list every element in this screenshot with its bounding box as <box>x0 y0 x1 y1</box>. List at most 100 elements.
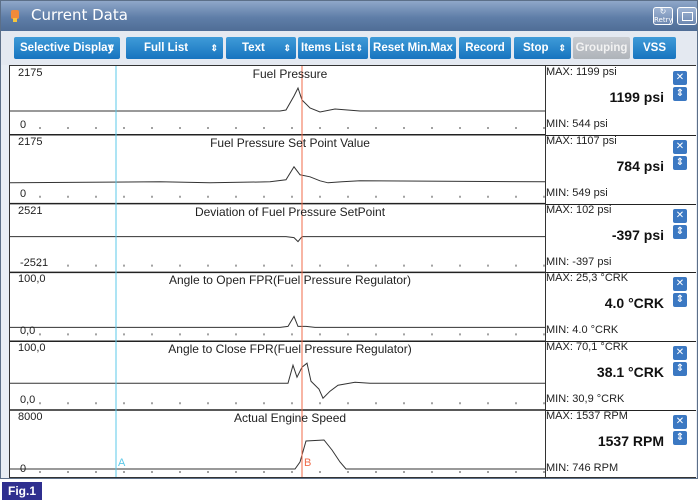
scroll-icon: ⇕ <box>675 363 685 375</box>
items-list-dropdown[interactable]: Items List ⇕ <box>298 37 368 59</box>
close-icon: ✕ <box>675 416 685 427</box>
channel-scale-min: 0 <box>20 119 27 131</box>
channel-current-value: 4.0 °CRK <box>604 295 664 312</box>
channel-scale-max: 2175 <box>18 67 43 79</box>
toolbar: Selective Display ⇕ Full List ⇕ Text ⇕ I… <box>1 31 697 65</box>
scale-adjust-button[interactable]: ⇕ <box>673 87 687 101</box>
items-list-label: Items List <box>301 42 355 54</box>
channel-trace <box>10 165 545 184</box>
retry-button[interactable]: ↻ Retry <box>653 7 673 25</box>
close-icon: ✕ <box>675 278 685 290</box>
channel-trace <box>10 315 545 328</box>
retry-label: Retry <box>654 16 673 24</box>
value-panel: MAX: 1199 psi 1199 psi MIN: 544 psi ✕ ⇕ MAX: … <box>546 65 696 478</box>
panel-separator <box>546 341 696 343</box>
stop-label: Stop <box>523 42 549 54</box>
close-icon: ✕ <box>675 140 685 152</box>
scroll-icon: ⇕ <box>675 432 685 443</box>
scale-adjust-button[interactable]: ⇕ <box>673 362 687 377</box>
channel-min-value: MIN: 4.0 °CRK <box>546 324 619 337</box>
panel-separator <box>546 272 696 274</box>
scale-adjust-button[interactable]: ⇕ <box>673 431 687 445</box>
window-title: Current Data <box>31 6 128 24</box>
dropdown-arrow-icon: ⇕ <box>210 43 218 53</box>
dropdown-arrow-icon: ⇕ <box>355 43 363 53</box>
channel-trace <box>10 439 545 470</box>
channel-scale-min: 0,0 <box>20 325 36 338</box>
reset-min-max-button[interactable]: Reset Min.Max <box>370 37 456 59</box>
channel-current-value: 1537 RPM <box>597 433 664 449</box>
close-icon: ✕ <box>675 347 685 359</box>
cursor-a-label[interactable]: A <box>118 457 126 469</box>
channel-scale-min: -2521 <box>20 256 49 269</box>
close-channel-button[interactable]: ✕ <box>673 208 687 223</box>
text-dropdown[interactable]: Text ⇕ <box>226 37 296 59</box>
dropdown-arrow-icon: ⇕ <box>283 43 291 53</box>
channel-scale-max: 8000 <box>18 411 43 423</box>
record-button[interactable]: Record <box>459 37 511 59</box>
dropdown-arrow-icon: ⇕ <box>558 43 566 53</box>
full-list-dropdown[interactable]: Full List ⇕ <box>126 37 223 59</box>
selective-display-dropdown[interactable]: Selective Display ⇕ <box>14 37 120 59</box>
grouping-label: Grouping <box>575 42 628 54</box>
close-channel-button[interactable]: ✕ <box>673 415 687 429</box>
figure-label: Fig.1 <box>2 482 42 500</box>
channel-title: Actual Engine Speed <box>233 411 347 425</box>
channel-scale-max: 2521 <box>18 204 43 217</box>
scroll-icon: ⇕ <box>675 156 685 168</box>
panel-separator <box>546 134 696 136</box>
maximize-button[interactable] <box>677 7 697 25</box>
channel-max-value: MAX: 1537 RPM <box>546 410 628 422</box>
scale-adjust-button[interactable]: ⇕ <box>673 155 687 170</box>
close-channel-button[interactable]: ✕ <box>673 277 687 292</box>
selective-display-label: Selective Display <box>20 42 114 54</box>
channel-trace <box>10 362 545 400</box>
channel-max-value: MAX: 102 psi <box>546 203 612 216</box>
grouping-button[interactable]: Grouping <box>573 37 630 59</box>
channel-min-value: MIN: 549 psi <box>546 186 608 199</box>
graph-canvas[interactable] <box>10 66 545 477</box>
dropdown-arrow-icon: ⇕ <box>107 43 115 53</box>
close-channel-button[interactable]: ✕ <box>673 71 687 85</box>
channel-min-value: MIN: -397 psi <box>546 255 612 268</box>
channel-min-value: MIN: 746 RPM <box>546 462 619 474</box>
record-label: Record <box>465 42 505 54</box>
channel-min-value: MIN: 30,9 °CRK <box>546 393 625 406</box>
channel-title: Deviation of Fuel Pressure SetPoint <box>194 204 386 219</box>
close-channel-button[interactable]: ✕ <box>673 346 687 361</box>
full-list-label: Full List <box>144 42 189 54</box>
stop-dropdown[interactable]: Stop ⇕ <box>514 37 571 59</box>
scroll-icon: ⇕ <box>675 294 685 306</box>
channel-current-value: -397 psi <box>611 226 664 243</box>
current-data-window: Current Data ↻ Retry Selective Display ⇕… <box>0 0 698 479</box>
cursor-b-label[interactable]: B <box>304 457 312 469</box>
vss-button[interactable]: VSS <box>633 37 676 59</box>
scale-adjust-button[interactable]: ⇕ <box>673 224 687 239</box>
scale-adjust-button[interactable]: ⇕ <box>673 293 687 308</box>
panel-separator <box>546 203 696 205</box>
app-icon <box>11 10 19 22</box>
channel-current-value: 1199 psi <box>609 89 665 105</box>
channel-title: Fuel Pressure Set Point Value <box>210 135 370 150</box>
channel-max-value: MAX: 1199 psi <box>546 66 617 78</box>
channel-trace <box>10 236 545 243</box>
channel-title: Angle to Close FPR(Fuel Pressure Regulat… <box>168 342 412 357</box>
title-bar: Current Data ↻ Retry <box>1 1 697 31</box>
channel-title: Angle to Open FPR(Fuel Pressure Regulato… <box>168 273 412 288</box>
vss-label: VSS <box>642 42 666 54</box>
close-channel-button[interactable]: ✕ <box>673 139 687 154</box>
close-icon: ✕ <box>675 72 685 83</box>
channel-trace <box>10 86 545 113</box>
graph-area[interactable]: 2175 0 Fuel Pressure 2175 0 Fuel Pressure Set… <box>9 65 546 478</box>
channel-current-value: 38.1 °CRK <box>596 364 664 381</box>
channel-scale-max: 100,0 <box>18 342 46 355</box>
scroll-icon: ⇕ <box>675 225 685 237</box>
channel-scale-max: 100,0 <box>18 273 46 286</box>
close-icon: ✕ <box>675 209 685 221</box>
reset-min-max-label: Reset Min.Max <box>373 42 453 54</box>
scroll-icon: ⇕ <box>675 88 685 99</box>
channel-min-value: MIN: 544 psi <box>546 118 608 130</box>
channel-max-value: MAX: 70,1 °CRK <box>546 341 629 354</box>
channel-max-value: MAX: 25,3 °CRK <box>546 272 629 285</box>
retry-icon: ↻ <box>659 7 667 16</box>
